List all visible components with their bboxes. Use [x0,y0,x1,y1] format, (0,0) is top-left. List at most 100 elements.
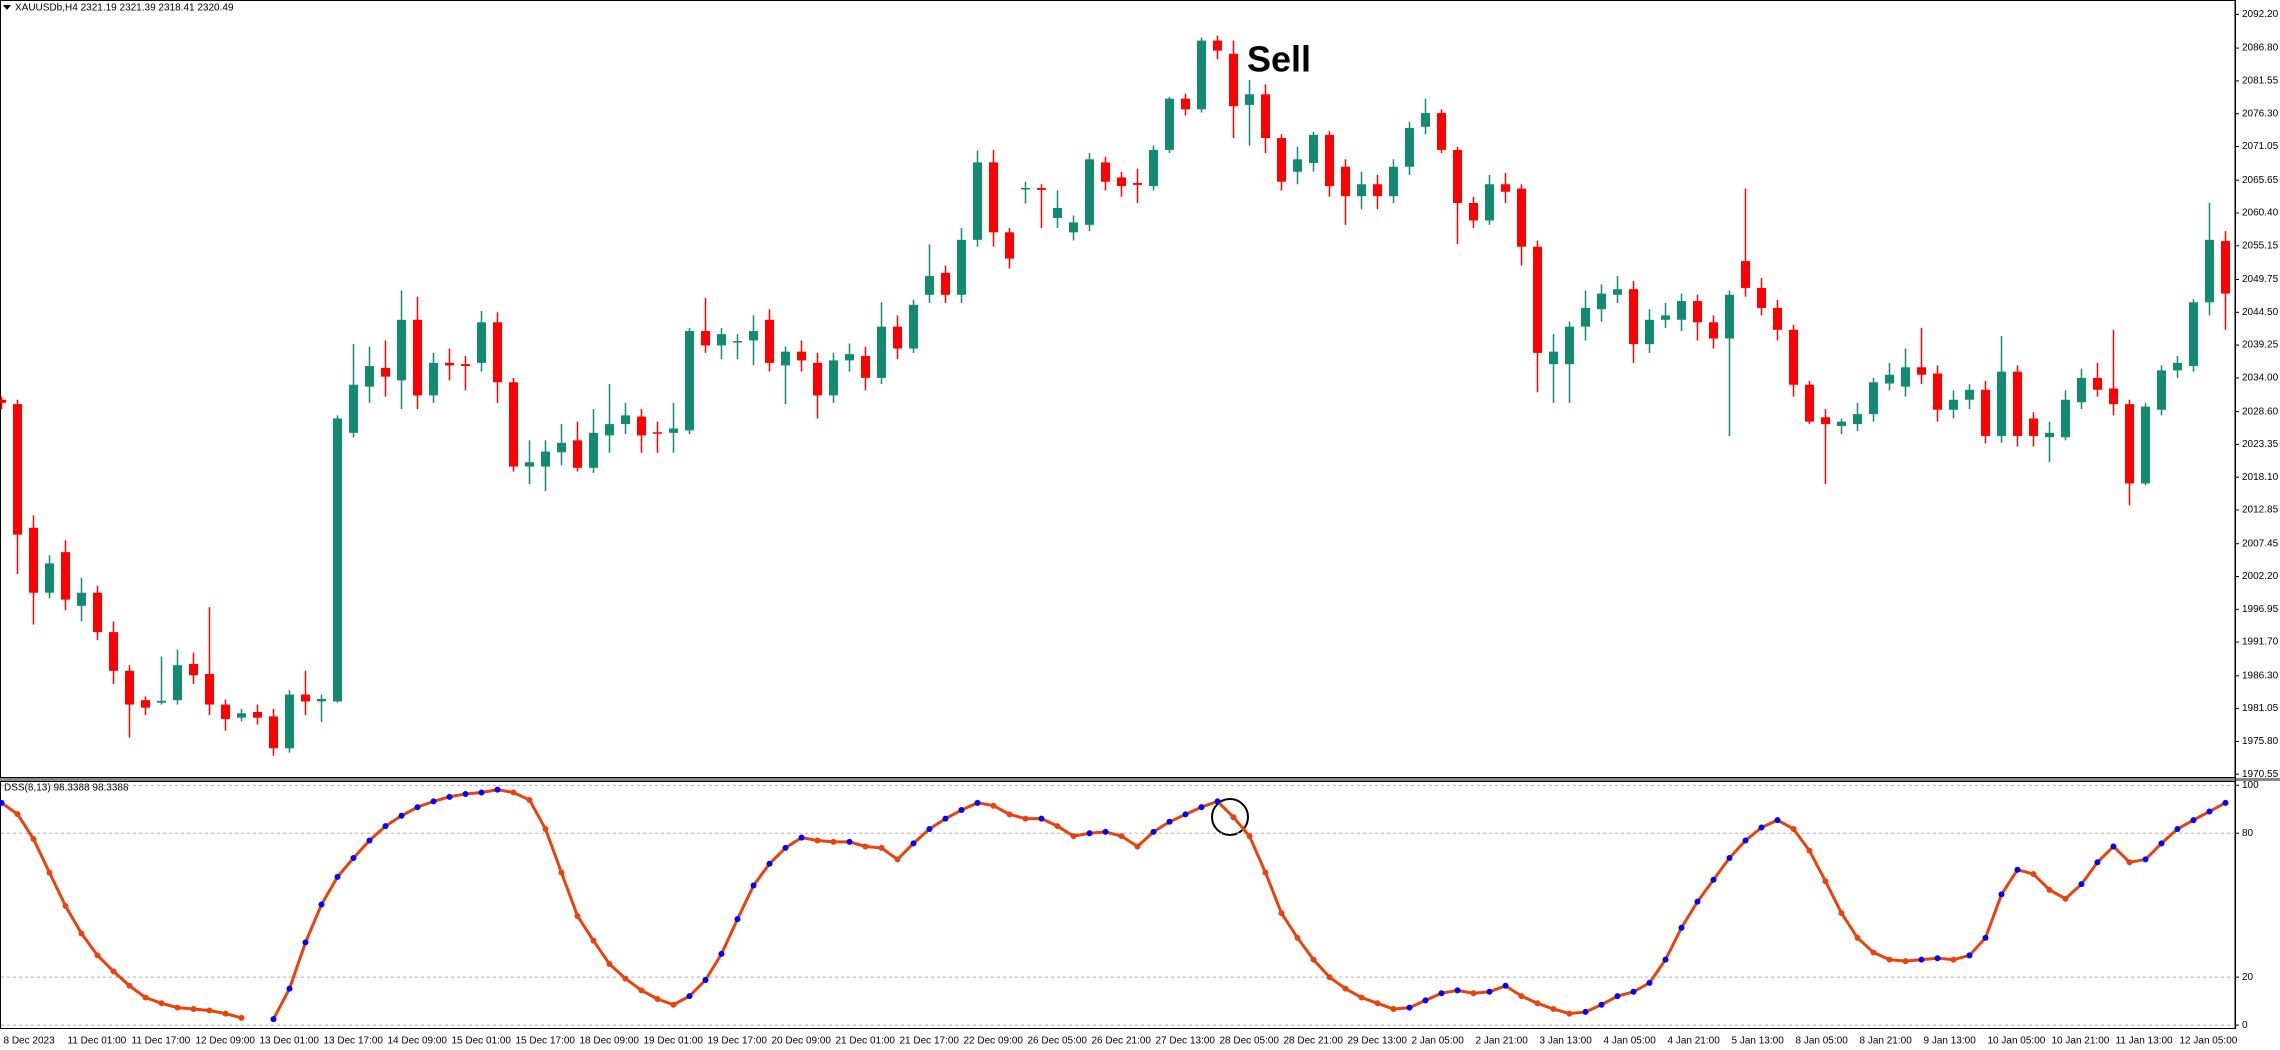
dss-point [1550,1006,1557,1013]
dss-point [0,799,5,806]
candle-body [285,694,294,749]
candle-body [349,384,358,433]
dss-point [1358,994,1365,1001]
x-tick-label: 21 Dec 17:00 [900,1036,960,1047]
dss-point [574,913,581,920]
dss-point [1710,876,1717,883]
candle-body [2029,418,2038,436]
dss-point [1454,987,1461,994]
candle-body [2205,239,2214,303]
x-tick-label: 8 Jan 05:00 [1796,1036,1849,1047]
candle-body [0,399,6,403]
dss-point [1902,958,1909,965]
dss-point [2158,840,2165,847]
candle-body [989,162,998,233]
candle-body [637,416,646,436]
x-tick-label: 13 Dec 01:00 [260,1036,320,1047]
candle-body [845,354,854,361]
candle-body [1981,389,1990,436]
candle-body [429,362,438,396]
candle-body [45,563,54,593]
x-tick-label: 26 Dec 05:00 [1028,1036,1088,1047]
dss-point [1294,934,1301,941]
candle-body [365,366,374,387]
candle-body [653,432,662,434]
y-tick-label: 2049.75 [2242,274,2279,285]
candle-body [2061,399,2070,438]
main-title: XAUUSDb,H4 2321.19 2321.39 2318.41 2320.… [15,3,234,14]
candle-body [1069,222,1078,233]
dss-point [734,916,741,923]
dss-point [1886,956,1893,963]
dss-point [1598,1001,1605,1008]
dss-point [910,840,917,847]
candle-body [1725,294,1734,339]
candle-body [1821,417,1830,425]
candle-body [1309,134,1318,164]
candle-body [1533,246,1542,353]
candle-body [1805,384,1814,422]
dss-point [814,837,821,844]
dss-point [1790,825,1797,832]
candle-body [589,432,598,468]
candle-body [13,404,22,535]
dss-point [190,1006,197,1013]
dss-point [30,836,37,843]
candle-body [1645,319,1654,345]
dss-point [1966,952,1973,959]
x-tick-label: 19 Dec 01:00 [644,1036,704,1047]
y-tick-label: 1970.55 [2242,769,2279,780]
y-tick-label: 1975.80 [2242,736,2279,747]
candle-body [1293,159,1302,172]
candle-body [1261,94,1270,139]
x-tick-label: 15 Dec 17:00 [516,1036,576,1047]
candle-body [397,319,406,381]
candle-body [1485,184,1494,221]
dss-point [1758,824,1765,831]
candle-body [1789,329,1798,385]
x-tick-label: 11 Dec 01:00 [68,1036,127,1047]
x-tick-label: 29 Dec 13:00 [1348,1036,1408,1047]
candle-body [381,367,390,377]
candle-body [1565,326,1574,365]
candle-body [749,331,758,341]
dss-point [1646,979,1653,986]
dss-point [718,950,725,957]
dss-point [1150,828,1157,835]
dss-point [366,837,373,844]
candle-body [941,272,950,295]
candle-body [2109,388,2118,405]
candle-body [2141,406,2150,484]
dss-point [1662,956,1669,963]
dss-point [14,811,21,818]
candle-body [1149,149,1158,187]
dss-point [798,834,805,841]
dss-point [1582,1008,1589,1015]
dss-point [1838,910,1845,917]
dss-point [430,798,437,805]
candle-body [1469,202,1478,221]
dss-point [1998,891,2005,898]
dss-point [1870,949,1877,956]
dss-point [1038,815,1045,822]
candle-body [1357,184,1366,197]
candle-body [29,527,38,593]
y-tick-label: 2007.45 [2242,538,2279,549]
dss-point [606,960,613,967]
symbol-menu-icon[interactable] [3,5,11,10]
candle-body [1917,367,1926,375]
x-tick-label: 12 Dec 09:00 [196,1036,256,1047]
dss-point [158,1000,165,1007]
dss-point [1918,956,1925,963]
candle-body [1997,371,2006,436]
x-tick-label: 10 Jan 21:00 [2052,1036,2110,1047]
candle-body [2013,371,2022,436]
candle-body [1581,307,1590,327]
dss-point [654,995,661,1002]
candle-body [1757,287,1766,308]
candle-body [1933,373,1942,410]
dss-point [110,968,117,975]
dss-point [238,1014,245,1021]
dss-point [526,796,533,803]
